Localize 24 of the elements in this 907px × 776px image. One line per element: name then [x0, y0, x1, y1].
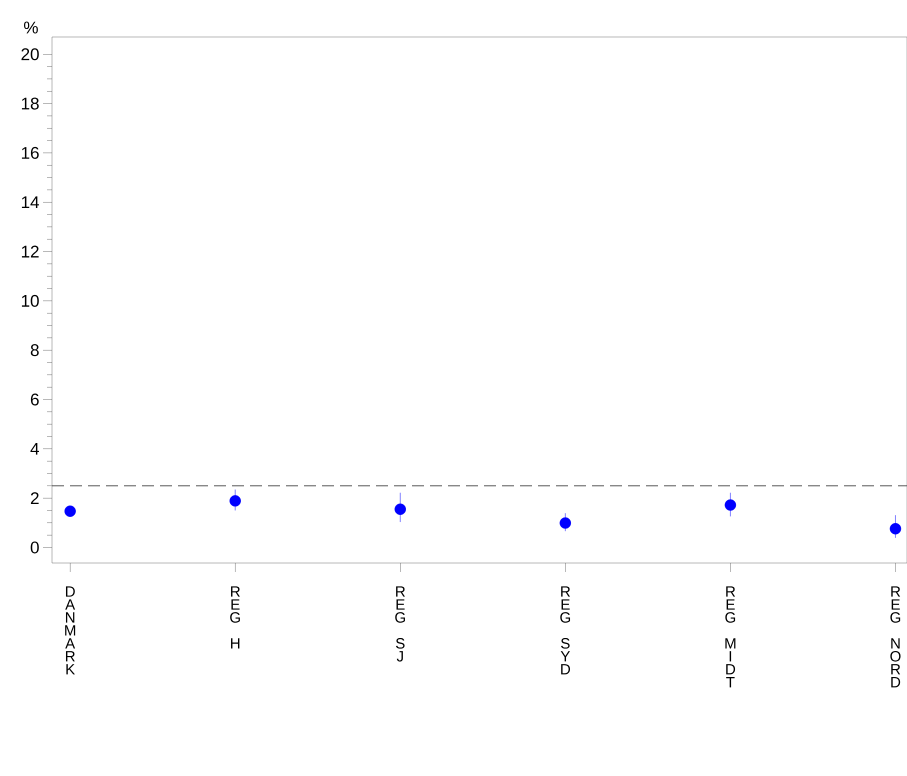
y-tick-label: 6 [30, 394, 39, 406]
y-tick-label: 10 [22, 294, 39, 307]
x-tick-label: REG SJ [395, 586, 405, 662]
point [724, 499, 736, 511]
point [394, 504, 406, 515]
y-tick-label: 8 [30, 344, 39, 356]
y-tick-label: 2 [30, 492, 39, 504]
y-axis-title: % [24, 22, 38, 34]
point [64, 506, 76, 517]
point [890, 523, 902, 534]
x-tick-label: DANMARK [65, 586, 76, 674]
y-tick-label: 18 [22, 98, 39, 110]
x-tick-label: REG H [230, 586, 240, 648]
y-tick-label: 0 [30, 541, 39, 554]
y-tick-label: 14 [22, 196, 39, 208]
y-tick-label: 12 [22, 246, 39, 258]
point [560, 517, 572, 529]
x-tick-label: REG SYD [560, 586, 570, 674]
x-tick-label: REG MIDT [725, 586, 736, 688]
y-tick-label: 20 [22, 48, 39, 60]
y-tick-label: 16 [22, 146, 39, 159]
x-tick-label: REG NORD [890, 586, 901, 688]
y-tick-label: 4 [30, 442, 39, 455]
point [230, 495, 241, 507]
